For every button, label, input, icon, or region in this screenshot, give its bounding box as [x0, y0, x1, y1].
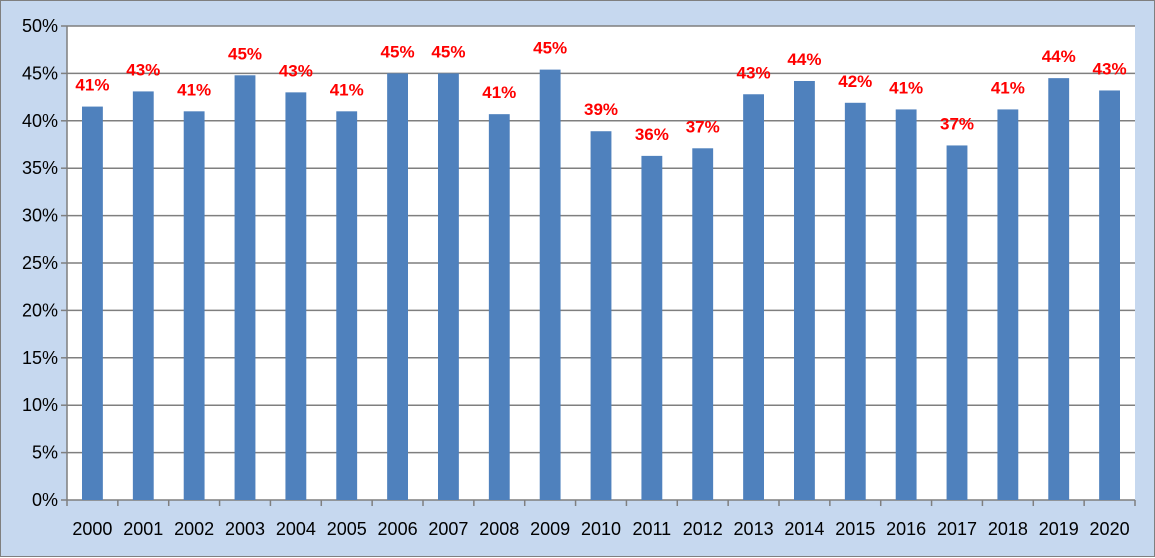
data-label-2009: 45%	[533, 39, 567, 58]
data-label-2001: 43%	[126, 60, 160, 79]
x-tick-label-2011: 2011	[632, 519, 671, 539]
y-tick-label: 15%	[22, 348, 58, 368]
x-tick-label-2005: 2005	[327, 519, 367, 539]
y-tick-label: 40%	[22, 111, 58, 131]
data-label-2011: 36%	[635, 125, 669, 144]
x-tick-label-2017: 2017	[937, 519, 977, 539]
bar-2014	[794, 80, 815, 500]
x-tick-label-2008: 2008	[479, 519, 519, 539]
bar-2002	[183, 111, 205, 500]
x-tick-label-2013: 2013	[734, 519, 774, 539]
bar-2010	[590, 131, 612, 500]
data-label-2018: 41%	[991, 78, 1025, 97]
x-tick-label-2000: 2000	[72, 519, 112, 539]
data-label-2004: 43%	[279, 61, 313, 80]
x-tick-label-2007: 2007	[428, 519, 468, 539]
bar-2001	[132, 91, 154, 501]
bar-2003	[234, 75, 256, 501]
data-label-2007: 45%	[431, 42, 465, 61]
bar-2016	[895, 109, 917, 500]
data-label-2000: 41%	[75, 76, 109, 95]
y-tick-label: 5%	[32, 443, 58, 463]
x-tick-label-2006: 2006	[378, 519, 418, 539]
y-tick-label: 45%	[22, 63, 58, 83]
data-label-2002: 41%	[177, 80, 211, 99]
data-label-2016: 41%	[889, 78, 923, 97]
x-tick-label-2020: 2020	[1090, 519, 1130, 539]
bar-2007	[438, 73, 459, 501]
bar-2011	[641, 155, 663, 500]
x-tick-label-2003: 2003	[225, 519, 265, 539]
x-axis-ticks: 2000 2001 2002 2003 2004 2005 2006 2007 2008 2009…	[72, 519, 1129, 539]
bar-2009	[539, 69, 561, 500]
y-tick-label: 30%	[22, 206, 58, 226]
x-tick-label-2001: 2001	[123, 519, 163, 539]
data-label-2005: 41%	[330, 80, 364, 99]
bar-2015	[844, 102, 866, 501]
y-axis-ticks: 0% 5% 10% 15% 20% 25% 30% 35% 40% 45% 50%	[22, 16, 58, 510]
x-tick-label-2009: 2009	[530, 519, 570, 539]
bars	[82, 69, 1120, 501]
data-label-2014: 44%	[787, 50, 821, 69]
bar-2004	[285, 92, 307, 501]
x-tick-label-2016: 2016	[886, 519, 926, 539]
y-tick-label: 35%	[22, 158, 58, 178]
data-labels: 41% 43% 41% 45% 43% 41% 45% 45% 41% 45% 39% 36% 37% 4…	[75, 39, 1126, 144]
x-tick-label-2002: 2002	[174, 519, 214, 539]
x-tick-label-2014: 2014	[784, 519, 824, 539]
data-label-2006: 45%	[381, 42, 415, 61]
bar-2008	[488, 114, 510, 500]
data-label-2010: 39%	[584, 100, 618, 119]
bar-2006	[387, 73, 408, 501]
x-tick-label-2010: 2010	[581, 519, 621, 539]
y-tick-label: 25%	[22, 253, 58, 273]
bar-2000	[82, 106, 103, 500]
bar-2012	[692, 148, 714, 501]
bar-2018	[997, 109, 1019, 500]
y-tick-label: 20%	[22, 300, 58, 320]
x-tick-label-2004: 2004	[276, 519, 316, 539]
x-tick-label-2015: 2015	[835, 519, 875, 539]
y-tick-label: 10%	[22, 395, 58, 415]
data-label-2019: 44%	[1042, 47, 1076, 66]
bar-2019	[1048, 78, 1070, 500]
data-label-2015: 42%	[838, 72, 872, 91]
bar-2020	[1099, 90, 1120, 501]
bar-2017	[946, 145, 968, 500]
data-label-2003: 45%	[228, 44, 262, 63]
bar-2005	[336, 111, 358, 500]
bar-2013	[743, 94, 764, 501]
x-tick-label-2019: 2019	[1039, 519, 1079, 539]
y-tick-label: 0%	[32, 490, 58, 510]
y-tick-label: 50%	[22, 16, 58, 36]
x-tick-label-2012: 2012	[683, 519, 723, 539]
data-label-2017: 37%	[940, 114, 974, 133]
data-label-2008: 41%	[482, 83, 516, 102]
data-label-2020: 43%	[1093, 59, 1127, 78]
data-label-2012: 37%	[686, 117, 720, 136]
x-tick-label-2018: 2018	[988, 519, 1028, 539]
data-label-2013: 43%	[737, 63, 771, 82]
